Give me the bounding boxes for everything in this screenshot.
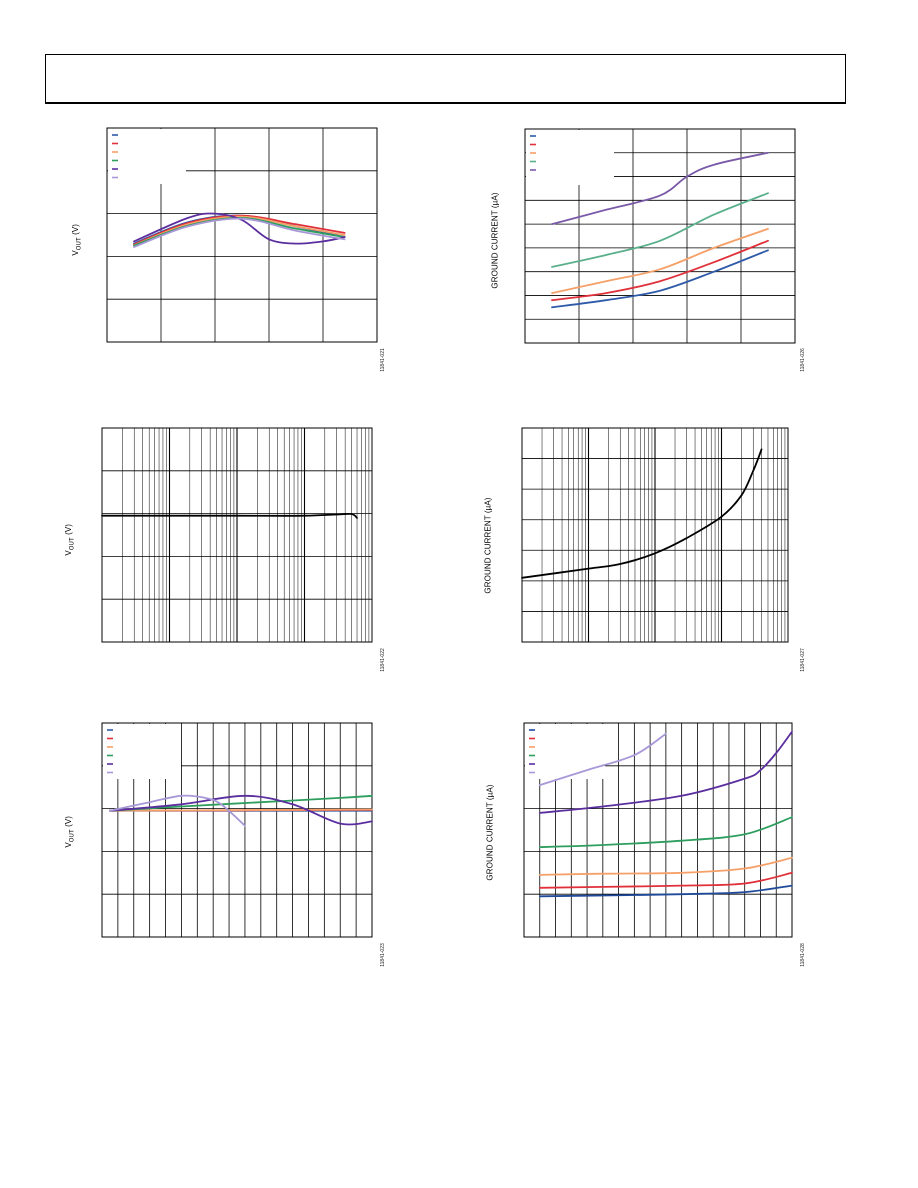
figure-id: 11841-028 [799, 943, 806, 967]
chart-svg [524, 128, 796, 344]
series-line [538, 732, 667, 786]
y-axis-label: VOUT (V) [64, 524, 76, 556]
plot-frame [101, 722, 373, 938]
chart-svg [101, 427, 373, 643]
series-line [133, 215, 346, 247]
chart-ground-current-top-right: GROUND CURRENT (µA) 11841-026 [475, 120, 815, 390]
series-line [109, 794, 373, 812]
y-axis-label: VOUT (V) [64, 816, 76, 848]
legend-box [526, 130, 614, 185]
series-line [538, 884, 793, 898]
y-axis-label: GROUND CURRENT (µA) [483, 496, 493, 594]
series-line [538, 816, 793, 848]
figure-id: 11841-022 [379, 648, 386, 672]
series-line [101, 512, 358, 519]
plot-frame [523, 722, 793, 938]
series-line [551, 151, 769, 225]
page-header-rule [45, 102, 846, 104]
y-axis-label-subscript: OUT [76, 237, 83, 251]
y-axis-label: VOUT (V) [71, 224, 83, 256]
y-axis-label-main: V [64, 550, 74, 556]
y-axis-label: GROUND CURRENT (µA) [490, 191, 500, 289]
chart-svg [106, 127, 378, 343]
series-line [521, 448, 763, 579]
series-line [551, 228, 769, 294]
legend-box [103, 724, 181, 779]
chart-ground-current-middle-right: GROUND CURRENT (µA) 11841-027 [475, 420, 815, 690]
series-line [133, 217, 346, 248]
series-line [551, 249, 769, 309]
y-axis-label-subscript: OUT [69, 829, 76, 843]
y-axis-label-main: V [71, 250, 81, 256]
series-line [551, 239, 769, 302]
chart-svg [521, 427, 789, 643]
y-axis-label-unit: (V) [71, 223, 81, 238]
figure-id: 11841-027 [799, 648, 806, 672]
series-line [133, 212, 346, 245]
y-axis-label-unit: (V) [64, 815, 74, 830]
figure-id: 11841-021 [379, 348, 386, 372]
series-line [109, 794, 246, 827]
series-line [538, 871, 793, 889]
chart-svg [523, 722, 793, 938]
chart-vout-middle-left: VOUT (V) 11841-022 [55, 420, 395, 690]
legend-box [525, 724, 605, 779]
series-line [109, 808, 373, 812]
y-axis-label-subscript: OUT [69, 537, 76, 551]
chart-svg [101, 722, 373, 938]
y-axis-label-unit: (V) [64, 523, 74, 538]
series-line [551, 192, 769, 268]
chart-vout-bottom-left: VOUT (V) 11841-023 [55, 715, 395, 985]
page-header-box [45, 54, 846, 103]
figure-id: 11841-026 [799, 348, 806, 372]
chart-ground-current-bottom-right: GROUND CURRENT (µA) 11841-028 [475, 715, 815, 985]
figure-id: 11841-023 [379, 943, 386, 967]
series-line [538, 730, 793, 814]
y-axis-label: GROUND CURRENT (µA) [485, 783, 495, 881]
chart-vout-top-left: VOUT (V) 11841-021 [55, 120, 395, 390]
series-line [538, 856, 793, 876]
y-axis-label-main: V [64, 842, 74, 848]
plot-frame [524, 128, 796, 344]
legend-box [108, 129, 186, 184]
series-line [109, 794, 373, 826]
plot-frame [106, 127, 378, 343]
